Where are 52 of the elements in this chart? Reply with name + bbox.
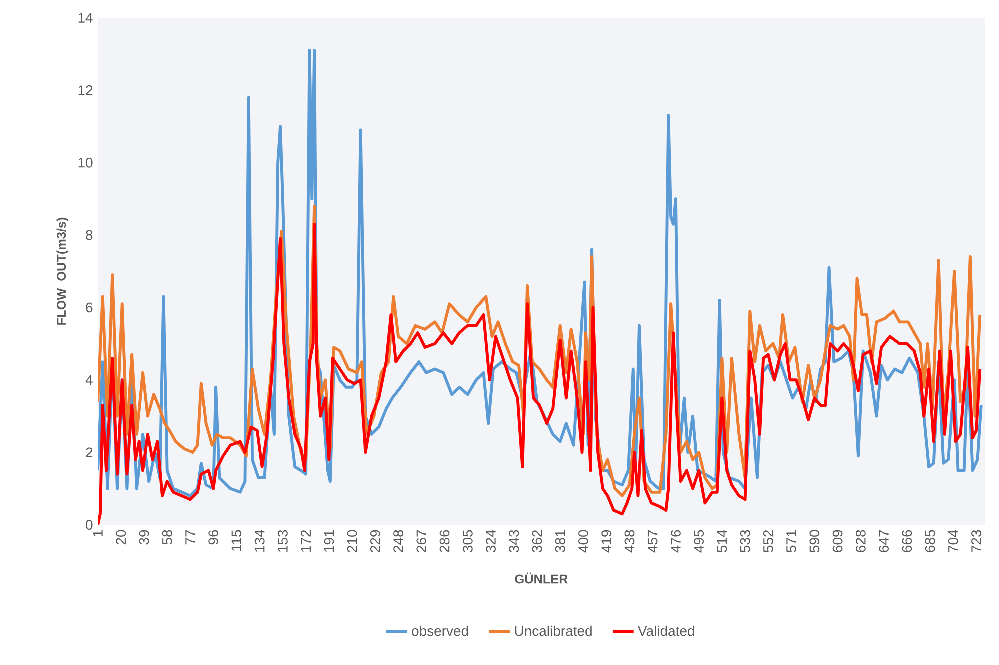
x-tick-label: 647	[879, 530, 889, 552]
y-tick-label: 0	[86, 520, 93, 530]
x-tick-label: 723	[972, 530, 982, 552]
x-tick-label: 172	[301, 530, 311, 552]
x-tick-label: 248	[394, 530, 404, 552]
y-tick-label: 10	[78, 158, 93, 168]
x-tick-label: 685	[925, 530, 936, 552]
x-tick-label: 704	[948, 530, 958, 552]
x-axis-title: GÜNLER	[515, 572, 568, 584]
x-tick-label: 210	[347, 530, 358, 552]
x-tick-label: 381	[555, 530, 566, 553]
y-tick-label: 14	[78, 13, 93, 23]
x-tick-label: 191	[324, 530, 334, 552]
x-tick-label: 552	[763, 530, 774, 553]
x-tick-label: 39	[139, 530, 150, 545]
x-tick-label: 590	[810, 530, 820, 553]
x-tick-label: 267	[416, 530, 427, 552]
x-tick-label: 457	[648, 530, 658, 553]
y-axis-title: FLOW_OUT(m3/s)	[56, 218, 69, 325]
x-tick-label: 58	[162, 530, 172, 545]
x-tick-label: 514	[717, 530, 728, 553]
x-tick-label: 286	[440, 530, 450, 552]
x-tick-label: 77	[186, 530, 196, 545]
x-tick-label: 20	[116, 530, 126, 545]
x-tick-label: 362	[532, 530, 542, 553]
y-tick-label: 4	[86, 375, 93, 385]
x-tick-label: 153	[278, 530, 288, 552]
x-tick-label: 571	[786, 530, 796, 553]
y-tick-label: 8	[86, 230, 93, 240]
x-tick-label: 305	[462, 530, 473, 553]
legend-label: observed	[412, 626, 468, 636]
x-tick-label: 324	[486, 530, 496, 553]
x-tick-label: 438	[624, 530, 635, 553]
legend-label: Uncalibrated	[515, 626, 592, 636]
x-tick-label: 1	[93, 530, 103, 536]
x-tick-label: 134	[254, 530, 265, 552]
legend-label: Validated	[638, 626, 694, 636]
x-tick-label: 666	[902, 530, 912, 552]
x-tick-label: 628	[856, 530, 866, 552]
x-tick-label: 115	[232, 530, 242, 551]
x-tick-label: 400	[578, 530, 588, 553]
x-tick-label: 533	[740, 530, 750, 553]
x-tick-label: 96	[208, 530, 219, 545]
y-tick-label: 2	[86, 448, 93, 458]
x-tick-label: 419	[602, 530, 612, 553]
x-tick-label: 495	[694, 530, 704, 553]
x-tick-label: 476	[671, 530, 681, 553]
y-tick-label: 6	[86, 302, 93, 313]
x-tick-label: 609	[832, 530, 843, 552]
x-tick-label: 343	[509, 530, 520, 553]
x-tick-label: 229	[370, 530, 380, 552]
y-tick-label: 12	[78, 86, 93, 96]
